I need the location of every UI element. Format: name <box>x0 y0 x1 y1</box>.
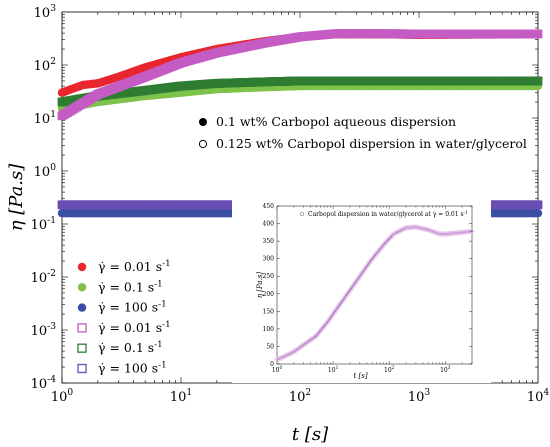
inset-series <box>274 224 475 363</box>
data-point <box>533 29 543 39</box>
inset-title-marker <box>299 211 305 217</box>
y-tick-label: 100 <box>34 163 57 180</box>
inset-y-tick-label: 200 <box>263 291 275 298</box>
legend-marker <box>77 343 87 353</box>
inset-y-tick-label: 0 <box>270 361 274 368</box>
legend: γ̇ = 0.01 s-1 γ̇ = 0.1 s-1 γ̇ = 100 s-1 γ̇ … <box>77 259 171 376</box>
inset-y-tick-label: 250 <box>263 273 275 280</box>
inset-data-point <box>471 230 473 233</box>
legend-marker <box>77 363 87 374</box>
legend-label: γ̇ = 0.01 s-1 <box>98 259 171 274</box>
inset-x-tick-label: 100 <box>272 365 283 374</box>
x-axis-label: t [s] <box>292 424 329 445</box>
inset-x-tick-label: 101 <box>328 365 339 374</box>
x-tick-label: 104 <box>527 388 550 405</box>
legend-marker <box>77 303 87 312</box>
legend-label: γ̇ = 0.1 s-1 <box>98 279 163 294</box>
inset-plot: 100 101 102 103 0 50 100 150 200 250 300 350 400 450 t… <box>232 191 491 383</box>
data-point <box>533 76 543 86</box>
inset-x-axis-label: t [s] <box>353 372 367 380</box>
y-tick-label: 10-2 <box>31 269 56 286</box>
y-axis-label: η [Pa.s] <box>6 163 27 232</box>
y-tick-label: 103 <box>34 4 57 21</box>
x-tick-label: 103 <box>408 388 431 405</box>
inset-title: Carbopol dispersion in water/glycerol at… <box>308 210 468 218</box>
inset-x-tick-label: 102 <box>384 365 395 374</box>
inset-data-point <box>469 228 475 234</box>
inset-y-tick-label: 50 <box>266 343 274 350</box>
data-point <box>533 208 543 218</box>
x-tick-label: 101 <box>170 388 192 405</box>
y-tick-label: 10-3 <box>31 322 57 339</box>
legend-marker <box>77 323 87 333</box>
data-point <box>533 200 543 210</box>
inset-y-tick-label: 400 <box>263 221 275 228</box>
legend-marker <box>77 283 87 292</box>
inset-y-tick-label: 450 <box>263 203 275 210</box>
inset-y-tick-label: 300 <box>263 256 275 263</box>
y-tick-label: 101 <box>34 110 56 127</box>
inset-y-tick-label: 100 <box>263 326 275 333</box>
x-tick-label: 100 <box>51 388 74 405</box>
annotation-marker <box>198 139 208 149</box>
x-tick-label: 102 <box>289 388 311 405</box>
inset-x-tick-label: 103 <box>440 365 451 374</box>
inset-y-axis-label: η [Pa.s] <box>256 272 264 299</box>
y-tick-label: 10-1 <box>31 216 56 233</box>
y-tick-label: 102 <box>34 57 56 74</box>
legend-label: γ̇ = 100 s-1 <box>98 361 167 376</box>
annotation-text: 0.125 wt% Carbopol dispersion in water/g… <box>216 136 527 151</box>
inset-y-tick-label: 150 <box>263 308 275 315</box>
inset-y-tick-label: 350 <box>263 238 275 245</box>
legend-marker <box>77 262 87 272</box>
y-tick-label: 10-4 <box>31 375 57 392</box>
annotation-marker <box>199 118 207 126</box>
legend-label: γ̇ = 0.1 s-1 <box>98 340 163 355</box>
legend-label: γ̇ = 0.01 s-1 <box>98 320 171 335</box>
legend-label: γ̇ = 100 s-1 <box>98 300 167 315</box>
annotation-text: 0.1 wt% Carbopol aqueous dispersion <box>216 114 456 129</box>
series-3 <box>57 29 543 121</box>
